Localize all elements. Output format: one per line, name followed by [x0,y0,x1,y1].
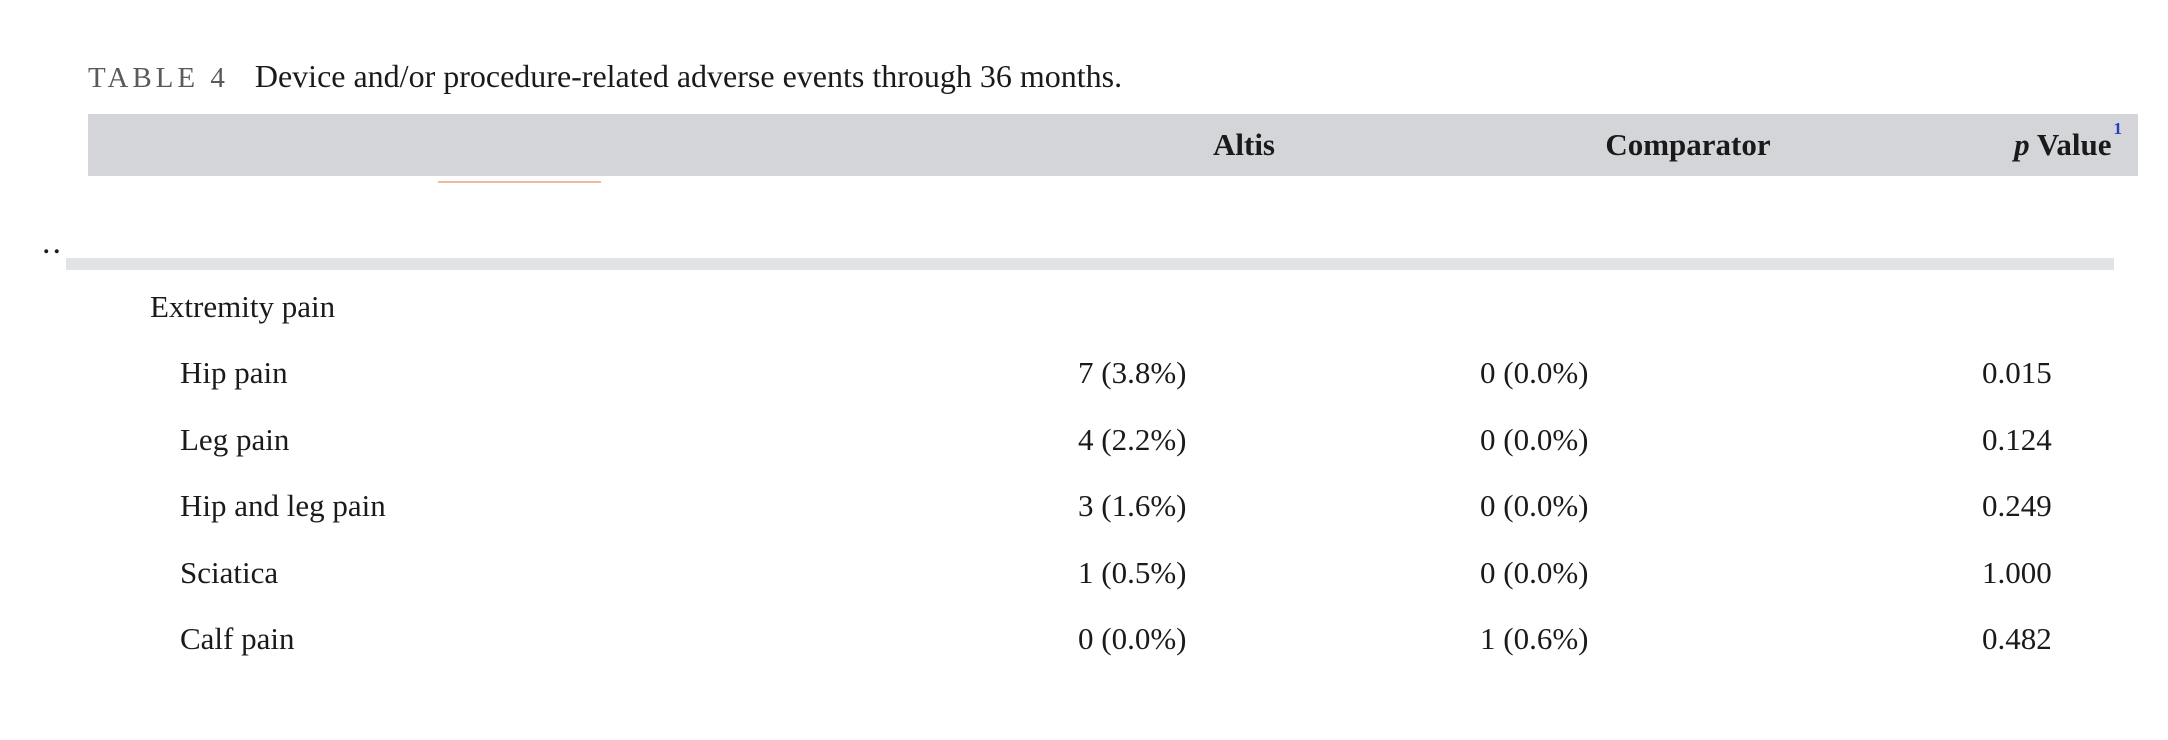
p-value-cell: 1.000 [1982,555,2052,590]
altis-cell: 3 (1.6%) [1078,488,1187,523]
comparator-cell: 0 (0.0%) [1480,422,1589,457]
footnote-link[interactable]: 1 [2113,119,2123,138]
p-value-cell: 0.124 [1982,422,2052,457]
value-label: Value [2029,127,2112,162]
altis-cell: 0 (0.0%) [1078,621,1187,656]
comparator-cell: 0 (0.0%) [1480,555,1589,590]
table-group-row: Extremity pain [0,274,2168,340]
table-number-label: TABLE 4 [88,62,229,94]
row-ellipsis: .. [42,224,63,261]
table-row: Leg pain 4 (2.2%) 0 (0.0%) 0.124 [0,407,2168,473]
group-label: Extremity pain [150,289,336,324]
column-header-altis: Altis [1213,127,1275,162]
p-symbol: p [2014,127,2030,162]
altis-cell: 4 (2.2%) [1078,422,1187,457]
selection-underline [438,181,601,183]
p-value-cell: 0.015 [1982,355,2052,390]
row-label: Leg pain [180,422,290,457]
column-header-comparator: Comparator [1605,127,1771,162]
p-value-cell: 0.249 [1982,488,2052,523]
comparator-cell: 0 (0.0%) [1480,488,1589,523]
row-label: Sciatica [180,555,279,590]
comparator-cell: 0 (0.0%) [1480,355,1589,390]
altis-cell: 7 (3.8%) [1078,355,1187,390]
comparator-cell: 1 (0.6%) [1480,621,1589,656]
p-value-cell: 0.482 [1982,621,2052,656]
row-label: Hip pain [180,355,288,390]
table-row: Calf pain 0 (0.0%) 1 (0.6%) 0.482 [0,606,2168,672]
table-header-row: Altis Comparator p Value 1 [88,114,2138,176]
table-row: Sciatica 1 (0.5%) 0 (0.0%) 1.000 [0,540,2168,606]
table-title: Device and/or procedure-related adverse … [254,58,1123,94]
row-label: Calf pain [180,621,295,656]
row-label: Hip and leg pain [180,488,386,523]
table-divider [66,258,2114,270]
altis-cell: 1 (0.5%) [1078,555,1187,590]
column-header-p-value: p Value 1 [2014,114,2122,176]
table-caption: TABLE 4 Device and/or procedure-related a… [88,56,1122,98]
table-row: Hip pain 7 (3.8%) 0 (0.0%) 0.015 [0,340,2168,406]
table-row: Hip and leg pain 3 (1.6%) 0 (0.0%) 0.249 [0,473,2168,539]
